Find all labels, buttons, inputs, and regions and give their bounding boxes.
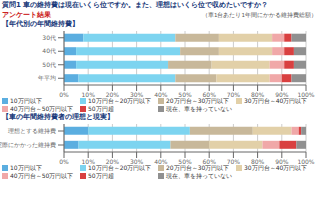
svg-text:70%: 70%	[227, 91, 241, 97]
html-text:30万円台～40万円以下: 30万円台～40万円以下	[244, 96, 308, 104]
svg-text:30%: 30%	[130, 158, 144, 164]
svg-text:50%: 50%	[178, 91, 192, 97]
html-text:30万円台～40万円以下: 30万円台～40万円以下	[244, 163, 308, 171]
svg-text:80%: 80%	[251, 91, 265, 97]
html-text:アンケート結果: アンケート結果	[2, 11, 51, 19]
svg-text:10%: 10%	[82, 158, 96, 164]
html-text:50万円超: 50万円超	[88, 104, 114, 112]
html-text:10万円以下: 10万円以下	[10, 96, 42, 104]
svg-text:10%: 10%	[82, 91, 96, 97]
html-text:10万円以下: 10万円以下	[10, 163, 42, 171]
html-text:10万円台～20万円以下: 10万円台～20万円以下	[88, 163, 152, 171]
html-text:40万円台～50万円以下: 40万円台～50万円以下	[10, 104, 74, 112]
svg-text:0%: 0%	[59, 158, 69, 164]
svg-text:20%: 20%	[106, 91, 120, 97]
svg-text:40%: 40%	[154, 158, 168, 164]
svg-text:60%: 60%	[203, 91, 217, 97]
svg-text:40代: 40代	[42, 47, 56, 54]
html-text:20万円台～30万円以下: 20万円台～30万円以下	[166, 96, 230, 104]
svg-text:80%: 80%	[251, 158, 265, 164]
svg-text:90%: 90%	[275, 91, 289, 97]
svg-text:100%: 100%	[297, 158, 312, 164]
svg-text:40%: 40%	[154, 91, 168, 97]
html-text:40万円台～50万円以下: 40万円台～50万円以下	[10, 171, 74, 179]
svg-text:20%: 20%	[106, 158, 120, 164]
svg-text:70%: 70%	[227, 158, 241, 164]
html-text:20万円台～30万円以下: 20万円台～30万円以下	[166, 163, 230, 171]
svg-text:実際にかかった維持費: 実際にかかった維持費	[8, 141, 56, 148]
html-text:【年代別の年間維持費】: 【年代別の年間維持費】	[2, 20, 79, 28]
svg-text:30代: 30代	[42, 34, 56, 41]
svg-text:0%: 0%	[59, 91, 69, 97]
svg-text:30%: 30%	[130, 91, 144, 97]
svg-text:100%: 100%	[297, 91, 312, 97]
svg-text:50代: 50代	[42, 61, 56, 68]
svg-text:50%: 50%	[178, 158, 192, 164]
html-text:現在、車を持っていない: 現在、車を持っていない	[166, 104, 232, 112]
html-text:【車の年間維持費者の理想と現実】: 【車の年間維持費者の理想と現実】	[2, 113, 114, 121]
html-text:（車1台あたり1年間にかかる維持費総額）: （車1台あたり1年間にかかる維持費総額）	[202, 12, 317, 18]
svg-text:年平均: 年平均	[38, 74, 56, 81]
html-text:質問1 車の維持費は現在いくら位ですか。また、理想はいくら位: 質問1 車の維持費は現在いくら位ですか。また、理想はいくら位で収めたいですか？	[2, 1, 269, 9]
html-text:50万円超: 50万円超	[88, 171, 114, 179]
html-text:現在、車を持っていない: 現在、車を持っていない	[166, 171, 232, 179]
svg-text:90%: 90%	[275, 158, 289, 164]
svg-text:60%: 60%	[203, 158, 217, 164]
svg-text:理想とする維持費: 理想とする維持費	[8, 127, 56, 135]
html-text:10万円台～20万円以下: 10万円台～20万円以下	[88, 96, 152, 104]
